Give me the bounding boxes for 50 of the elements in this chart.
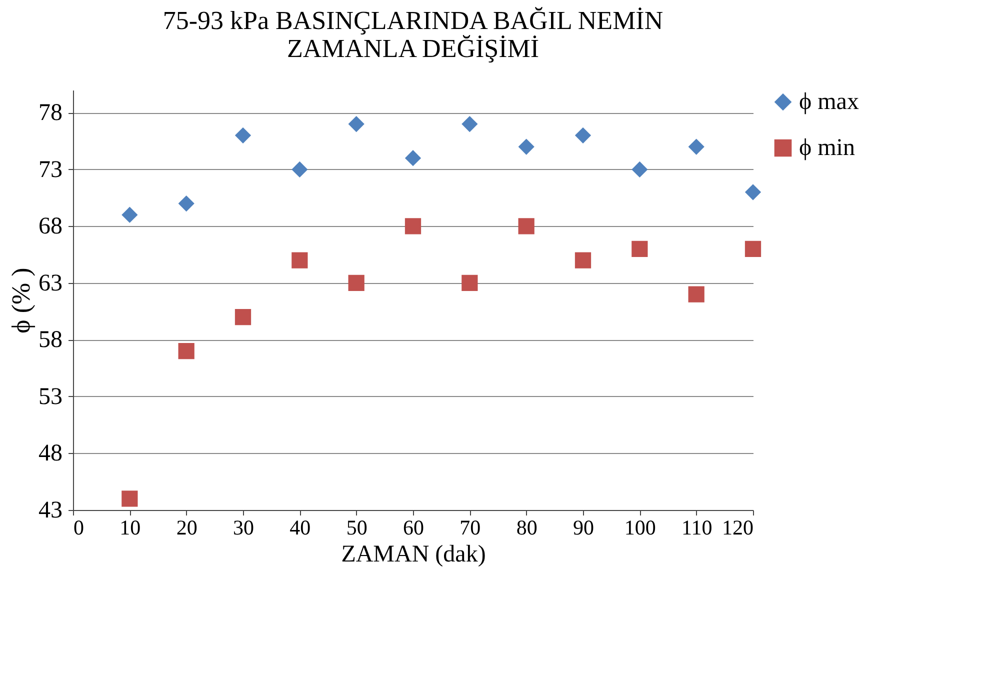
y-tick-label: 73: [38, 156, 62, 183]
point: [518, 218, 534, 234]
x-tick-label: 60: [403, 516, 424, 540]
y-tick-label: 48: [38, 440, 62, 467]
x-tick-label: 80: [516, 516, 538, 540]
point: [744, 240, 762, 257]
x-tick-label: 120: [722, 516, 754, 540]
point: [574, 252, 592, 268]
point: [292, 161, 308, 178]
point: [234, 308, 252, 326]
point: [122, 490, 138, 507]
point: [234, 127, 252, 144]
point: [178, 195, 194, 212]
legend-label: ϕ min: [799, 135, 855, 161]
point: [688, 286, 704, 302]
y-axis-title: ϕ (% ): [6, 268, 36, 334]
point: [404, 218, 422, 234]
point: [688, 138, 704, 155]
y-tick-label: 68: [38, 214, 62, 240]
y-tick-label: 63: [38, 270, 62, 296]
point: [632, 161, 648, 178]
point: [518, 138, 534, 155]
point: [348, 274, 364, 292]
x-axis-title: ZAMAN (dak): [341, 542, 486, 568]
point: [744, 184, 762, 200]
y-tick-label: 78: [38, 100, 62, 126]
point: [348, 116, 364, 132]
legend-label: ϕ max: [799, 89, 859, 115]
y-tick-label: 58: [38, 327, 62, 354]
point: [462, 116, 478, 132]
point: [178, 343, 194, 360]
point: [292, 252, 308, 268]
x-tick-label: 0: [74, 516, 84, 540]
x-tick-label: 10: [120, 516, 141, 540]
x-tick-label: 90: [573, 516, 594, 540]
x-tick-label: 100: [624, 516, 656, 540]
chart-title: 75-93 kPa BASINÇLARINDA BAĞIL NEMİN ZAMANLA DEĞİŞİMİ: [162, 6, 664, 63]
point: [632, 240, 648, 257]
x-tick-label: 20: [176, 516, 198, 540]
x-tick-label: 40: [290, 516, 311, 540]
point: [122, 206, 138, 223]
point: [462, 274, 478, 292]
x-tick-label: 70: [460, 516, 481, 540]
x-tick-label: 30: [233, 516, 254, 540]
point: [574, 127, 592, 144]
point: [404, 150, 422, 166]
x-tick-label: 110: [681, 516, 712, 540]
x-tick-label: 50: [346, 516, 368, 540]
y-tick-label: 43: [38, 498, 62, 524]
y-tick-label: 53: [38, 384, 62, 410]
